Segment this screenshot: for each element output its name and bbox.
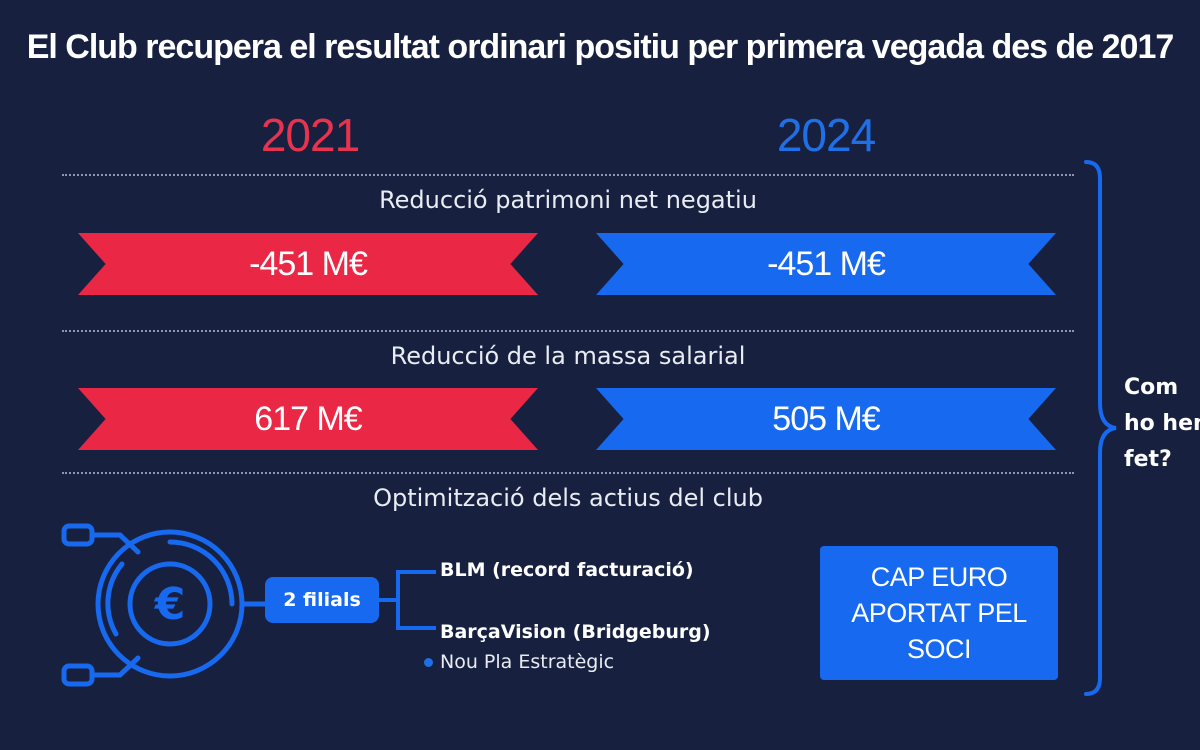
section-label-patrimoni: Reducció patrimoni net negatiu (379, 186, 757, 214)
plan-item: Nou Pla Estratègic (424, 651, 614, 673)
connector-lines (378, 570, 436, 630)
subsidiary-barcavision: BarçaVision (Bridgeburg) (440, 621, 711, 643)
divider (62, 330, 1074, 332)
how-question: Com ho hem fet? (1124, 370, 1200, 478)
section-label-massa-salarial: Reducció de la massa salarial (390, 342, 746, 370)
divider (62, 472, 1074, 474)
curly-bracket-icon (1084, 160, 1117, 696)
ribbon-2024-massa-salarial: 505 M€ (596, 388, 1056, 450)
year-2021-heading: 2021 (260, 109, 360, 161)
year-2024-heading: 2024 (776, 109, 876, 161)
subsidiary-blm: BLM (record facturació) (440, 559, 694, 581)
how-line3: fet? (1124, 447, 1172, 472)
cap-box-line1: CAP EURO (870, 562, 1008, 592)
euro-circuit-icon: € (60, 522, 270, 692)
how-line1: Com (1124, 375, 1179, 400)
ribbon-2021-patrimoni: -451 M€ (78, 233, 538, 295)
how-line2: ho hem (1124, 411, 1200, 436)
plan-label: Nou Pla Estratègic (440, 651, 615, 673)
ribbon-2021-massa-salarial: 617 M€ (78, 388, 538, 450)
filials-badge: 2 filials (265, 577, 379, 623)
ribbon-2024-patrimoni: -451 M€ (596, 233, 1056, 295)
divider (62, 174, 1074, 176)
bullet-dot-icon (424, 657, 433, 667)
section-label-actius: Optimització dels actius del club (373, 484, 763, 512)
cap-euro-box: CAP EURO APORTAT PEL SOCI (820, 546, 1058, 680)
cap-box-line2: APORTAT PEL SOCI (851, 598, 1027, 664)
svg-text:€: € (154, 579, 186, 630)
page-title: El Club recupera el resultat ordinari po… (26, 28, 1175, 66)
